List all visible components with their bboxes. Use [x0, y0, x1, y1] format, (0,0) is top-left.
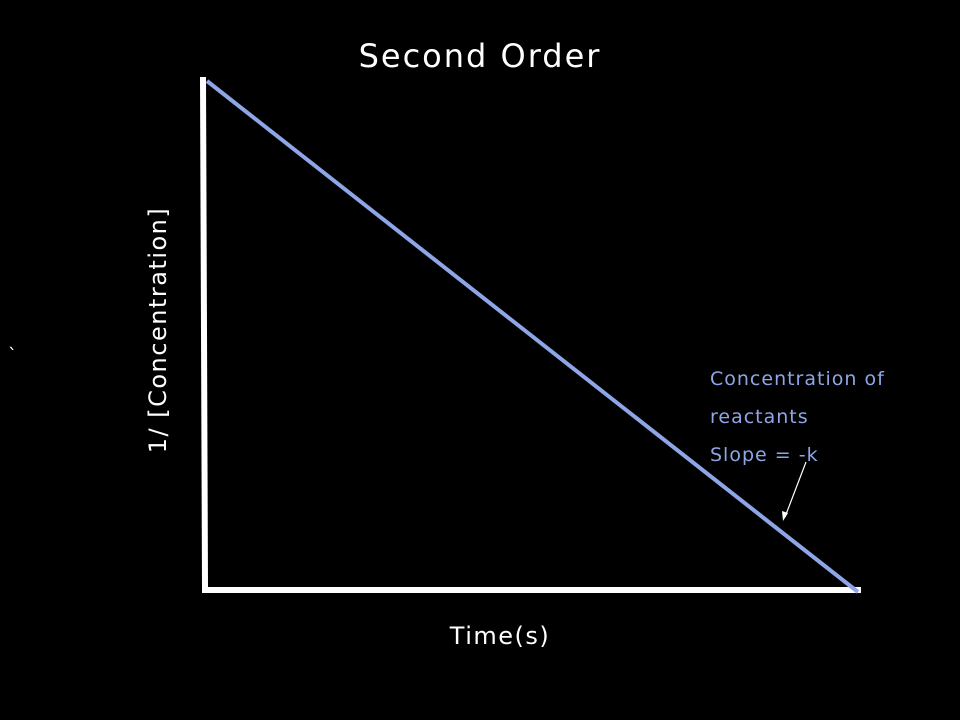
slope-annotation: Concentration of reactants Slope = -k: [710, 360, 955, 474]
annotation-line-3: Slope = -k: [710, 444, 819, 466]
y-axis-line: [200, 76, 208, 589]
stray-mark: `: [8, 345, 17, 366]
x-axis-label: Time(s): [449, 622, 551, 650]
annotation-arrow-line: [784, 461, 807, 518]
second-order-line: [205, 79, 860, 594]
annotation-line-1: Concentration of: [710, 368, 885, 390]
annotation-arrow-head: [782, 511, 788, 521]
annotation-line-2: reactants: [710, 406, 809, 428]
chart-title: Second Order: [358, 37, 602, 75]
